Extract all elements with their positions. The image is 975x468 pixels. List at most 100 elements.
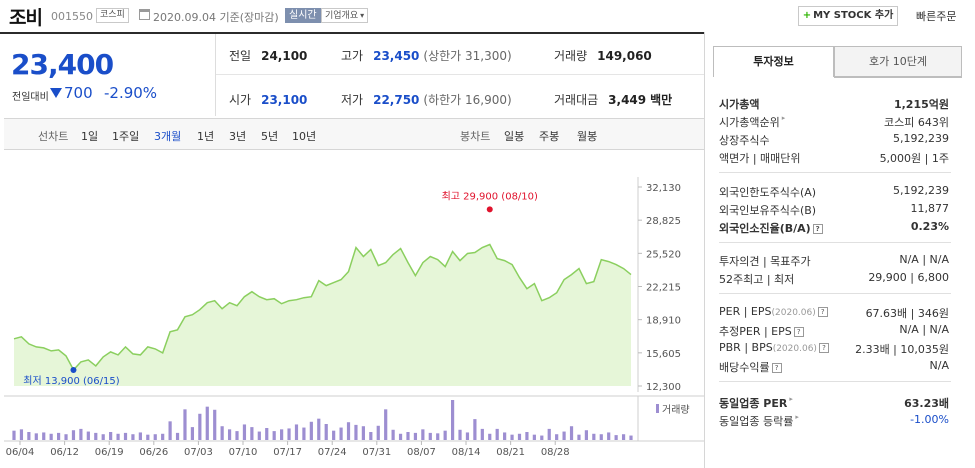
invest-divider: [719, 172, 951, 173]
invest-divider: [719, 381, 951, 382]
change-value: 700: [64, 84, 93, 102]
high-value: 23,450: [373, 49, 420, 63]
volume-bar: [131, 434, 135, 440]
tab-1d[interactable]: 1일: [81, 130, 99, 143]
invest-row: PBR | BPS(2020.06)? 2.33배 | 10,035원: [719, 341, 949, 356]
invest-row-value: 0.23%: [910, 220, 949, 233]
volume-bar: [42, 432, 46, 440]
volume-bar: [376, 425, 380, 440]
volume-bar: [480, 428, 484, 440]
volume-bar: [510, 434, 514, 440]
help-icon[interactable]: ?: [818, 343, 829, 353]
current-price: 23,400: [11, 48, 114, 81]
invest-row-value: 5,000원 | 1주: [879, 152, 949, 165]
volume-bar: [592, 433, 596, 440]
tab-weekly[interactable]: 주봉: [539, 130, 560, 143]
invest-divider: [719, 242, 951, 243]
x-tick-label: 06/26: [139, 447, 168, 458]
realtime-button[interactable]: 실시간: [285, 8, 321, 23]
volume-bar: [213, 409, 217, 440]
volume-bar: [86, 431, 90, 440]
help-icon[interactable]: ?: [812, 224, 823, 234]
volume-bar: [272, 431, 276, 440]
info-arrow-icon[interactable]: ▸: [795, 413, 799, 421]
volume-bar: [428, 432, 432, 440]
volume-bar: [443, 430, 447, 440]
chart-period-bar: [4, 118, 704, 150]
volume-bar: [242, 424, 247, 440]
invest-row-label: 외국인소진율(B/A): [719, 222, 811, 235]
volume-bar: [280, 429, 284, 440]
tab-3m[interactable]: 3개월: [154, 130, 182, 143]
volume-bar: [413, 432, 418, 440]
tab-1y[interactable]: 1년: [197, 130, 215, 143]
tab-5y[interactable]: 5년: [261, 130, 279, 143]
mystock-add-button[interactable]: + MY STOCK 추가: [798, 6, 898, 26]
info-arrow-icon[interactable]: ▸: [789, 395, 793, 403]
y-tick-label: 18,910: [646, 316, 681, 327]
x-tick-label: 06/12: [50, 447, 79, 458]
volume-bar: [34, 433, 38, 440]
help-icon[interactable]: ?: [793, 327, 804, 337]
tab-1w[interactable]: 1주일: [112, 130, 140, 143]
x-tick-label: 06/04: [6, 447, 35, 458]
invest-row-label: PBR | BPS: [719, 341, 773, 354]
tab-monthly[interactable]: 월봉: [577, 130, 598, 143]
amount-label: 거래대금: [554, 93, 599, 107]
invest-row: 외국인보유주식수(B) 11,877: [719, 202, 949, 218]
invest-divider: [719, 293, 951, 294]
volume-bar: [398, 433, 403, 440]
invest-row-date: (2020.06): [771, 308, 816, 318]
invest-row: 투자의견 | 목표주가 N/A | N/A: [719, 253, 949, 269]
tab-3y[interactable]: 3년: [229, 130, 247, 143]
invest-row: PER | EPS(2020.06)? 67.63배 | 346원: [719, 305, 949, 320]
invest-row: 시가총액순위 ▸ 코스피 643위: [719, 114, 949, 130]
prev-compare-label: 전일대비: [12, 92, 49, 103]
invest-row-label: 동일업종 등락률: [719, 415, 794, 428]
y-tick-label: 12,300: [646, 382, 681, 393]
low-price: 저가 22,750 (하한가 16,900): [341, 91, 512, 108]
y-tick-label: 25,520: [646, 249, 681, 260]
volume-bar: [27, 432, 31, 440]
invest-row-value: 11,877: [910, 202, 950, 215]
x-tick-label: 06/19: [95, 447, 124, 458]
info-arrow-icon[interactable]: ▸: [781, 114, 786, 122]
tab-10y[interactable]: 10년: [292, 130, 317, 143]
help-icon[interactable]: ?: [817, 307, 828, 317]
tab-invest-info[interactable]: 투자정보: [713, 46, 834, 77]
volume-bar: [317, 418, 321, 440]
volume-bar: [161, 433, 165, 440]
volume-bar: [71, 430, 76, 440]
invest-row-value: 1,215억원: [893, 98, 949, 111]
invest-row: 배당수익률? N/A: [719, 359, 949, 375]
invest-row-value: 5,192,239: [893, 132, 949, 145]
invest-row: 추정PER | EPS? N/A | N/A: [719, 323, 949, 339]
candle-chart-label: 봉차트: [460, 130, 491, 143]
volume-bar: [183, 409, 187, 440]
volume-bar: [116, 433, 120, 440]
invest-row-label: 추정PER | EPS: [719, 325, 792, 338]
tab-order-book[interactable]: 호가 10단계: [834, 46, 962, 77]
invest-row-label: 투자의견 | 목표주가: [719, 255, 811, 268]
stock-name: 조비: [9, 7, 43, 29]
company-info-dropdown[interactable]: 기업개요 ▾: [321, 8, 369, 23]
invest-panel: [704, 32, 975, 468]
invest-row-value: 67.63배 | 346원: [865, 307, 949, 320]
high-annotation: 최고 29,900 (08/10): [442, 190, 538, 202]
low-label: 저가: [341, 93, 364, 107]
volume-bar: [488, 433, 492, 440]
volume-bar: [265, 428, 269, 440]
volume-bar: [540, 435, 544, 440]
tab-underline: [834, 77, 962, 78]
volume-bar: [621, 434, 626, 440]
tab-daily[interactable]: 일봉: [504, 130, 525, 143]
quick-order-link[interactable]: 빠른주문: [916, 10, 957, 23]
y-tick-label: 32,130: [646, 183, 681, 194]
help-icon[interactable]: ?: [771, 363, 782, 373]
invest-row: 52주최고 | 최저 29,900 | 6,800: [719, 271, 949, 287]
x-tick-label: 08/14: [452, 447, 481, 458]
high-point: [486, 206, 493, 213]
summary-row-divider: [216, 74, 704, 75]
prev-close-value: 24,100: [261, 49, 308, 63]
invest-row-label: 외국인한도주식수(A): [719, 186, 817, 199]
